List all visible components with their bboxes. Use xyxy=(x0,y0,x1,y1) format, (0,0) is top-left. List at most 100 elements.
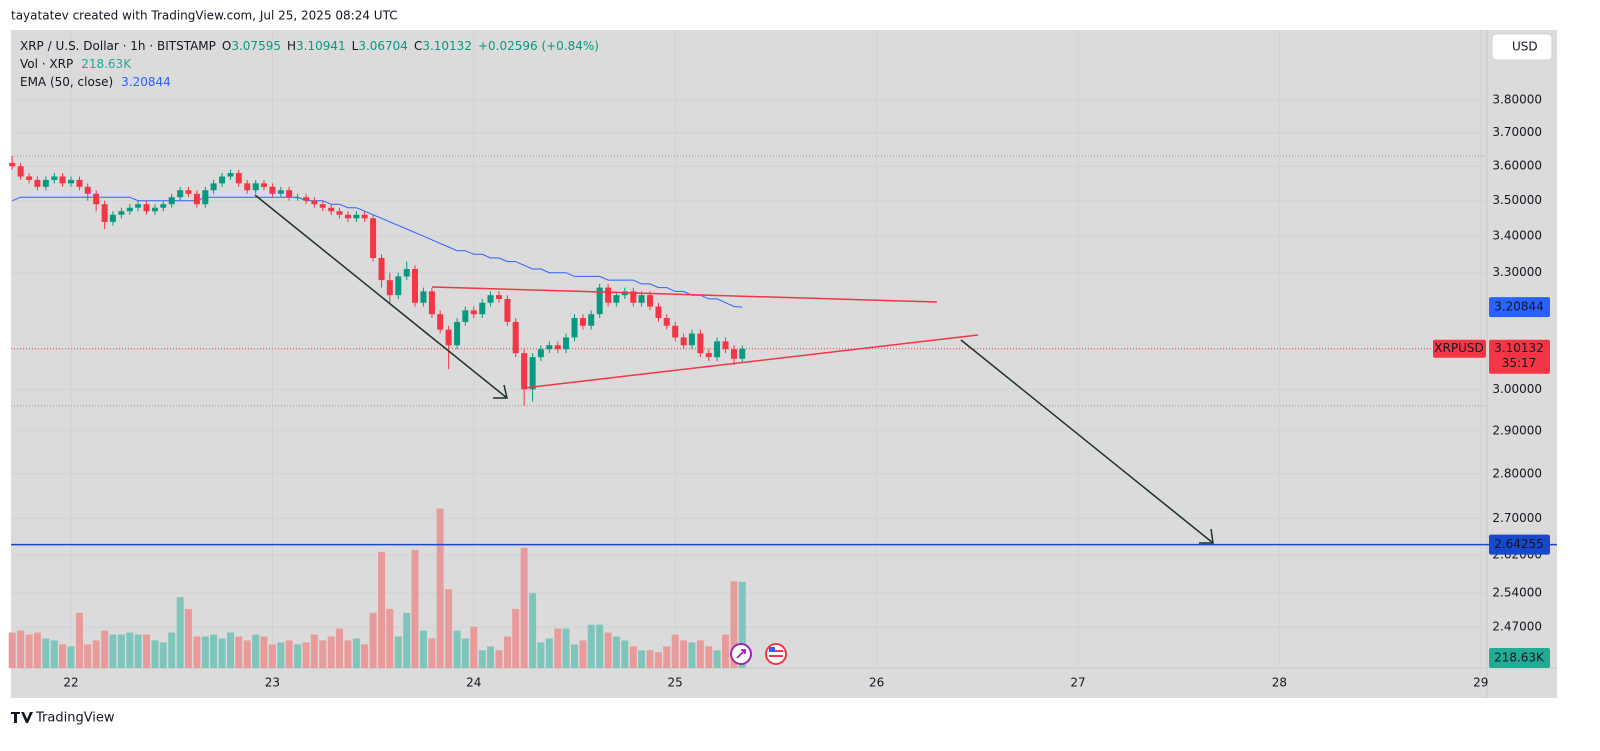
drawings xyxy=(254,194,1214,544)
last-price-label: 3.10132 xyxy=(1494,341,1544,355)
candle-body xyxy=(613,295,620,303)
volume-bar xyxy=(386,608,394,668)
candle-body xyxy=(76,179,83,187)
volume-bar xyxy=(545,638,553,668)
volume-bar xyxy=(294,644,302,668)
candle-body xyxy=(697,333,704,354)
volume-bar xyxy=(520,547,528,668)
candle-body xyxy=(135,204,142,208)
candle-body xyxy=(93,193,100,205)
volume-bar xyxy=(17,630,25,668)
ema-value: 3.20844 xyxy=(121,75,171,89)
candle-body xyxy=(588,314,595,326)
candle-body xyxy=(386,280,393,296)
trend-arrow xyxy=(254,194,508,399)
candle-body xyxy=(286,190,293,198)
volume-bar xyxy=(117,634,125,668)
symbol-label: XRPUSD xyxy=(1434,341,1483,355)
volume-bar xyxy=(629,646,637,668)
volume-bar xyxy=(59,644,67,668)
candle-body xyxy=(546,345,553,350)
candle-body xyxy=(42,179,49,187)
candle-body xyxy=(118,211,125,215)
grid xyxy=(11,30,1487,668)
volume-bar xyxy=(680,640,688,668)
volume-bar xyxy=(730,581,738,668)
volume-bar xyxy=(361,644,369,668)
candle-body xyxy=(311,200,318,205)
volume-bar xyxy=(394,636,402,668)
y-tick-label: 2.47000 xyxy=(1492,620,1542,634)
candle-body xyxy=(344,214,351,219)
volume-bar xyxy=(285,640,293,668)
volume-bar xyxy=(587,624,595,668)
volume-bar xyxy=(126,632,134,668)
candle-body xyxy=(227,173,234,177)
volume-bar xyxy=(369,612,377,668)
arrow-head xyxy=(493,384,508,399)
volume-bar xyxy=(268,644,276,668)
volume-bar xyxy=(579,640,587,668)
volume-bar xyxy=(134,634,142,668)
candle-body xyxy=(269,186,276,194)
legend-ema: EMA (50, close) 3.20844 xyxy=(20,75,171,89)
volume-bar xyxy=(688,642,696,668)
volume-bar xyxy=(193,636,201,668)
volume-bar xyxy=(277,642,285,668)
volume-title: Vol · XRP xyxy=(20,57,73,71)
volume-bar xyxy=(159,642,167,668)
chart-area xyxy=(11,30,1557,698)
currency-button[interactable] xyxy=(1491,33,1553,61)
volume-bar xyxy=(378,551,386,668)
candle-body xyxy=(479,302,486,315)
flag-stripe xyxy=(769,655,783,657)
y-tick-label: 2.70000 xyxy=(1492,511,1542,525)
candle-body xyxy=(420,291,427,303)
ohlc-label: O xyxy=(222,39,231,53)
candle-body xyxy=(605,287,612,303)
candle-body xyxy=(630,291,637,303)
candle-body xyxy=(202,190,209,205)
candle-body xyxy=(563,337,570,350)
candle-body xyxy=(672,325,679,338)
volume-bar xyxy=(25,634,33,668)
y-tick-label: 3.80000 xyxy=(1492,93,1542,107)
volume-bar xyxy=(403,612,411,668)
volume-bar xyxy=(621,640,629,668)
candle-body xyxy=(353,214,360,219)
volume-bar xyxy=(8,632,16,668)
candle-body xyxy=(143,204,150,212)
candle-body xyxy=(252,183,259,191)
candle-body xyxy=(160,204,167,208)
volume-bar xyxy=(436,508,444,668)
x-tick-label: 22 xyxy=(63,676,78,690)
candle-body xyxy=(193,193,200,205)
volume-bar xyxy=(310,634,318,668)
x-tick-label: 28 xyxy=(1272,676,1287,690)
volume-bar xyxy=(210,634,218,668)
arrow-head xyxy=(1199,528,1214,544)
candle-body xyxy=(370,218,377,258)
candle-body xyxy=(529,357,536,390)
volume-pane xyxy=(8,508,746,668)
candle-body xyxy=(84,186,91,194)
low-value: 3.06704 xyxy=(358,39,408,53)
volume-bar xyxy=(478,650,486,668)
volume-bar xyxy=(176,597,184,668)
open-value: 3.07595 xyxy=(231,39,281,53)
volume-bar xyxy=(663,646,671,668)
volume-bar xyxy=(696,640,704,668)
candle-body xyxy=(17,166,24,177)
volume-bar xyxy=(344,640,352,668)
candle-body xyxy=(462,310,469,322)
level-label: 2.64255 xyxy=(1494,537,1544,551)
volume-bar xyxy=(235,636,243,668)
candle-body xyxy=(319,204,326,208)
volume-box xyxy=(1489,648,1550,668)
symbol-box xyxy=(1433,339,1486,358)
flag-canton xyxy=(769,647,775,652)
volume-bar xyxy=(302,642,310,668)
x-tick-label: 26 xyxy=(869,676,884,690)
volume-bar xyxy=(143,634,151,668)
